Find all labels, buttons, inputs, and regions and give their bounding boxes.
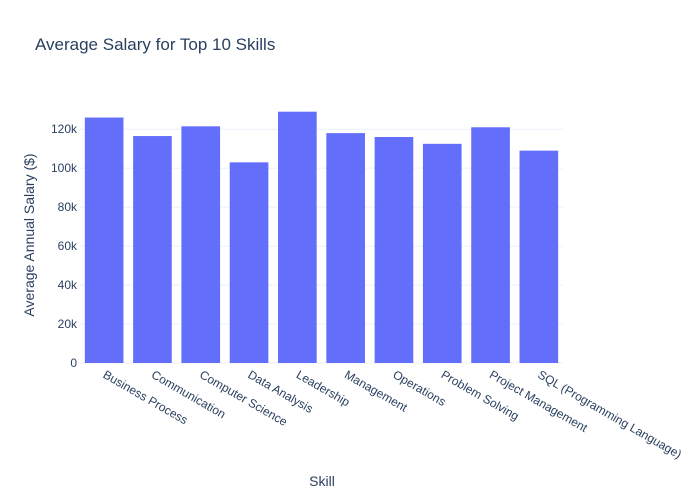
chart-title: Average Salary for Top 10 Skills (35, 35, 275, 54)
x-axis-title: Skill (309, 473, 335, 489)
y-tick-labels: 0 20k 40k 60k 80k 100k 120k (51, 122, 78, 370)
y-tick-label: 0 (70, 356, 77, 370)
bar[interactable] (133, 136, 172, 363)
y-tick-label: 120k (51, 122, 78, 136)
y-tick-label: 80k (58, 200, 78, 214)
y-tick-label: 20k (58, 317, 78, 331)
y-tick-label: 100k (51, 161, 78, 175)
bar[interactable] (326, 133, 365, 363)
y-tick-label: 40k (58, 278, 78, 292)
bar[interactable] (229, 162, 269, 363)
bar[interactable] (422, 143, 462, 363)
y-axis-title: Average Annual Salary ($) (21, 153, 37, 316)
bar[interactable] (519, 150, 559, 363)
bar[interactable] (181, 126, 221, 363)
bar[interactable] (84, 117, 124, 364)
bars (84, 111, 559, 364)
y-tick-label: 60k (58, 239, 78, 253)
bar[interactable] (278, 111, 317, 363)
bar[interactable] (374, 137, 414, 363)
bar[interactable] (471, 127, 510, 363)
